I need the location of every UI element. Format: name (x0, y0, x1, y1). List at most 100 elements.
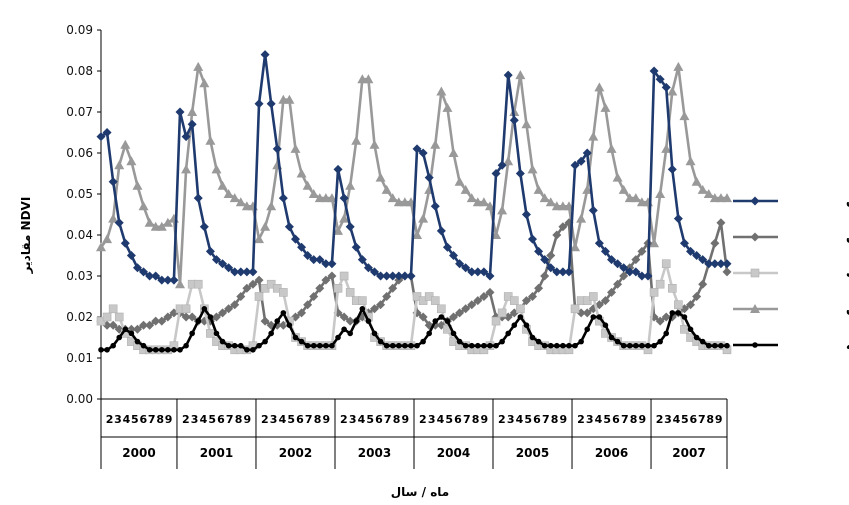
data-point (475, 342, 481, 349)
data-point (181, 164, 192, 174)
data-point (286, 322, 293, 329)
month-tick-label: 7 (384, 413, 391, 426)
y-axis-ticks: 0.00 0.01 0.02 0.03 0.04 0.05 0.06 0.07 0.08 0.09 (66, 23, 102, 406)
data-point (304, 342, 311, 349)
data-point (600, 246, 610, 256)
data-point (128, 330, 135, 337)
data-point (321, 275, 331, 285)
data-point (697, 184, 708, 194)
y-tick-label: 0.03 (66, 269, 93, 283)
data-point (140, 342, 147, 349)
data-point (607, 287, 617, 297)
data-point (491, 169, 501, 178)
data-point (590, 314, 597, 320)
data-point (516, 304, 525, 314)
data-point (244, 347, 250, 353)
data-point (339, 271, 349, 281)
data-point (272, 144, 282, 154)
data-point (418, 148, 428, 158)
data-point (262, 338, 268, 345)
data-point (515, 70, 526, 80)
data-point (146, 347, 153, 353)
data-point (430, 201, 440, 211)
data-point (357, 255, 367, 265)
data-point (449, 251, 459, 260)
data-point (430, 139, 441, 149)
data-point (369, 304, 379, 314)
data-point (582, 308, 592, 318)
data-point (229, 193, 240, 203)
data-point (485, 271, 495, 281)
data-point (626, 342, 633, 349)
data-point (116, 334, 123, 341)
month-tick-label: 3 (507, 413, 514, 426)
data-point (473, 296, 483, 306)
data-point (388, 271, 398, 281)
data-point (266, 201, 277, 211)
data-point (535, 338, 542, 345)
data-point (339, 193, 349, 203)
legend-marker (750, 304, 760, 313)
data-point (256, 342, 262, 349)
data-point (540, 255, 550, 265)
data-point (608, 334, 615, 341)
data-point (145, 271, 155, 281)
data-point (570, 160, 580, 170)
data-point (462, 342, 469, 349)
data-point (225, 342, 232, 349)
month-tick-label: 6 (454, 413, 462, 426)
data-point (657, 338, 663, 345)
data-point (345, 222, 355, 232)
year-label: 2006 (595, 446, 628, 460)
data-point (673, 61, 684, 71)
data-point (290, 143, 301, 153)
y-tick-label: 0.01 (66, 351, 93, 365)
data-point (620, 342, 627, 349)
data-point (268, 330, 274, 337)
y-tick-label: 0.07 (66, 105, 93, 119)
data-point (248, 279, 258, 289)
month-tick-label: 6 (139, 413, 147, 426)
data-point (162, 217, 173, 227)
data-point (199, 222, 209, 232)
data-point (467, 300, 477, 310)
data-point (436, 226, 446, 236)
data-point (274, 318, 281, 324)
data-point (284, 222, 294, 232)
data-point (651, 342, 657, 349)
data-point (377, 338, 384, 345)
data-point (187, 107, 198, 116)
data-point (183, 342, 189, 349)
data-point (584, 326, 591, 333)
data-point (260, 50, 270, 60)
month-tick-label: 4 (595, 413, 603, 426)
data-point (205, 246, 215, 256)
data-point (406, 271, 416, 281)
data-point (438, 314, 445, 320)
data-point (345, 316, 355, 326)
year-label: 2000 (122, 446, 155, 460)
data-point (643, 271, 653, 281)
data-point (426, 330, 432, 337)
data-point (418, 213, 429, 223)
data-point (686, 246, 696, 256)
data-point (534, 283, 544, 293)
data-point (181, 132, 191, 142)
data-point (497, 308, 507, 318)
month-tick-label: 9 (401, 413, 408, 426)
legend-marker (752, 342, 758, 348)
series-2 (96, 218, 732, 334)
data-point (108, 213, 119, 223)
data-point (649, 288, 659, 297)
month-tick-label: 5 (681, 413, 688, 426)
data-point (132, 324, 142, 334)
data-point (680, 324, 689, 334)
data-point (132, 263, 142, 273)
data-point (327, 259, 337, 269)
data-point (292, 334, 299, 341)
data-point (679, 238, 689, 248)
month-tick-label: 7 (148, 413, 155, 426)
data-point (698, 255, 708, 265)
data-point (235, 197, 246, 207)
